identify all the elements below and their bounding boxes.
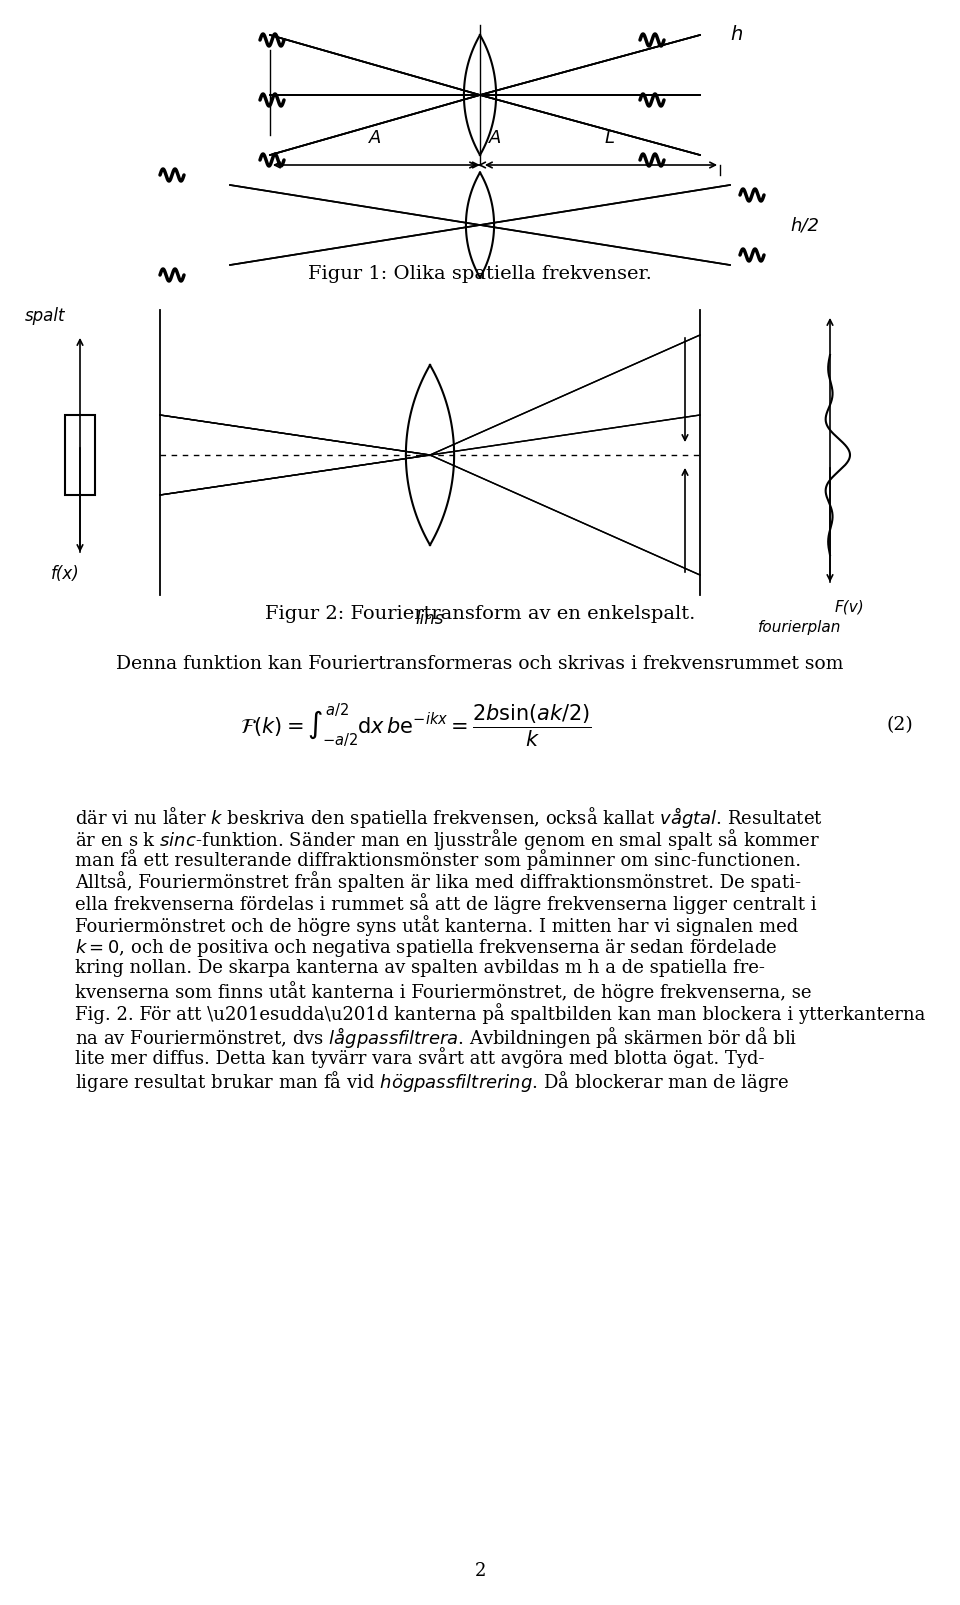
Text: 2: 2 — [474, 1562, 486, 1579]
Text: L: L — [605, 128, 615, 148]
Text: $k=0$, och de positiva och negativa spatiella frekvenserna är sedan fördelade: $k=0$, och de positiva och negativa spat… — [75, 937, 778, 960]
Text: man få ett resulterande diffraktionsmönster som påminner om sinc-functionen.: man få ett resulterande diffraktionsmöns… — [75, 849, 802, 870]
Text: ligare resultat brukar man få vid $\it{högpassfiltrering}$. Då blockerar man de : ligare resultat brukar man få vid $\it{h… — [75, 1069, 789, 1095]
Text: där vi nu låter $k$ beskriva den spatiella frekvensen, också kallat $\it{vågtal}: där vi nu låter $k$ beskriva den spatiel… — [75, 806, 823, 830]
Text: Alltså, Fouriermönstret från spalten är lika med diffraktionsmönstret. De spati-: Alltså, Fouriermönstret från spalten är … — [75, 872, 801, 892]
Bar — [65, 416, 95, 494]
Text: h: h — [730, 26, 742, 45]
Text: F(v): F(v) — [835, 600, 865, 615]
Text: A: A — [489, 128, 501, 148]
Text: Figur 1: Olika spatiella frekvenser.: Figur 1: Olika spatiella frekvenser. — [308, 265, 652, 282]
Text: A: A — [369, 128, 381, 148]
Text: är en s k $\it{sinc}$-funktion. Sänder man en ljusstråle genom en smal spalt så : är en s k $\it{sinc}$-funktion. Sänder m… — [75, 827, 820, 852]
Text: h/2: h/2 — [790, 217, 819, 234]
Text: kvenserna som finns utåt kanterna i Fouriermönstret, de högre frekvenserna, se: kvenserna som finns utåt kanterna i Four… — [75, 981, 811, 1002]
Text: kring nollan. De skarpa kanterna av spalten avbildas m h a de spatiella fre-: kring nollan. De skarpa kanterna av spal… — [75, 960, 765, 977]
Text: spalt: spalt — [25, 307, 65, 324]
Text: $\mathcal{F}(k) = \int_{-a/2}^{a/2} \mathrm{d}x\, b\mathrm{e}^{-ikx} = \dfrac{2b: $\mathcal{F}(k) = \int_{-a/2}^{a/2} \mat… — [240, 701, 591, 750]
Text: na av Fouriermönstret, dvs $\it{lågpassfiltrera}$. Avbildningen på skärmen bör d: na av Fouriermönstret, dvs $\it{lågpassf… — [75, 1026, 797, 1050]
Text: Figur 2: Fouriertransform av en enkelspalt.: Figur 2: Fouriertransform av en enkelspa… — [265, 605, 695, 623]
Text: lite mer diffus. Detta kan tyvärr vara svårt att avgöra med blotta ögat. Tyd-: lite mer diffus. Detta kan tyvärr vara s… — [75, 1046, 764, 1067]
Text: Fouriermönstret och de högre syns utåt kanterna. I mitten har vi signalen med: Fouriermönstret och de högre syns utåt k… — [75, 915, 799, 936]
Text: Denna funktion kan Fouriertransformeras och skrivas i frekvensrummet som: Denna funktion kan Fouriertransformeras … — [116, 655, 844, 672]
Text: ella frekvenserna fördelas i rummet så att de lägre frekvenserna ligger centralt: ella frekvenserna fördelas i rummet så a… — [75, 892, 817, 913]
Text: fourierplan: fourierplan — [758, 620, 842, 636]
Text: lins: lins — [416, 610, 444, 628]
Text: f(x): f(x) — [51, 565, 80, 583]
Text: Fig. 2. För att \u201esudda\u201d kanterna på spaltbilden kan man blockera i ytt: Fig. 2. För att \u201esudda\u201d kanter… — [75, 1003, 925, 1024]
Text: (2): (2) — [887, 716, 913, 733]
